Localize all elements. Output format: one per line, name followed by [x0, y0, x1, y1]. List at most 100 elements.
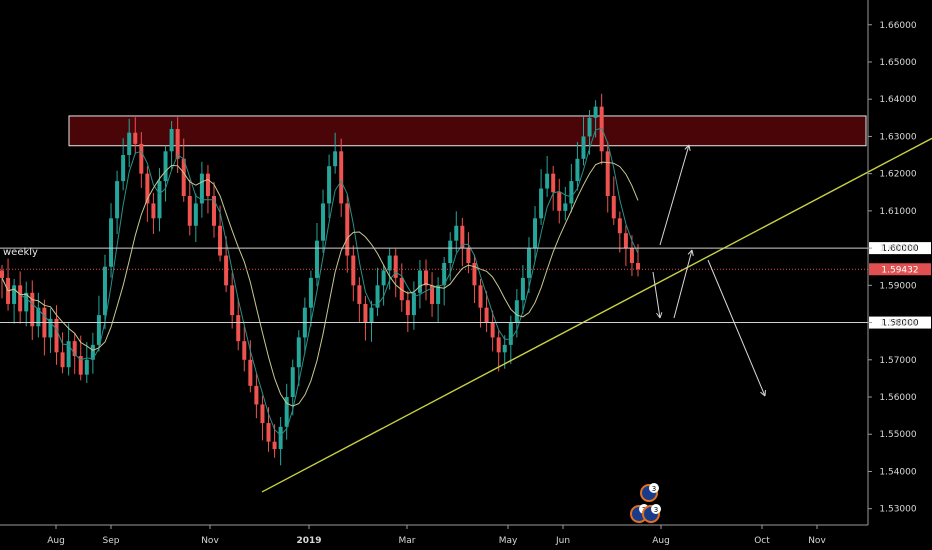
ma-fast-line	[1, 127, 639, 436]
event-count-badge	[649, 483, 659, 493]
candle-body	[417, 270, 422, 293]
x-tick-label: 2019	[296, 536, 321, 546]
arrow-down-breakdown-head	[760, 389, 766, 397]
candle-body	[84, 359, 89, 375]
candle-body	[290, 367, 295, 398]
candle-body	[187, 195, 192, 226]
y-tick-label: 1.66000	[879, 21, 916, 31]
arrow-down-retest-head	[656, 312, 663, 319]
candle-body	[363, 303, 368, 323]
candle-body	[339, 151, 344, 204]
candle-body	[24, 292, 29, 312]
y-tick-label: 1.57000	[879, 356, 916, 366]
timeframe-label: weekly	[3, 247, 38, 258]
event-markers[interactable]: 333	[630, 483, 661, 523]
candle-body	[157, 181, 162, 219]
arrow-down-breakdown	[707, 259, 766, 397]
candle-body	[284, 397, 289, 427]
current-price-label: 1.59432	[881, 265, 918, 275]
candle-body	[520, 277, 525, 301]
y-tick-label: 1.61000	[879, 207, 916, 217]
candle-body	[30, 292, 35, 327]
candle-body	[569, 181, 574, 204]
candle-body	[575, 158, 580, 182]
y-tick-label: 1.56000	[879, 393, 916, 403]
candle-body	[296, 337, 301, 368]
candle-body	[54, 318, 59, 353]
candle-body	[308, 277, 313, 308]
candle-body	[399, 277, 404, 301]
x-tick-label: Aug	[47, 536, 65, 546]
candle-body	[163, 151, 168, 182]
x-tick-label: May	[499, 536, 518, 546]
candle-body	[460, 225, 465, 249]
x-tick-label: Sep	[103, 536, 120, 546]
candle-body	[314, 240, 319, 278]
event-count: 3	[652, 485, 656, 493]
candle-body	[387, 255, 392, 271]
candle-body	[381, 270, 386, 286]
candle-body	[436, 285, 441, 304]
y-tick-label: 1.55000	[879, 430, 916, 440]
candle-body	[514, 300, 519, 323]
y-tick-label: 1.53000	[879, 505, 916, 515]
candle-body	[593, 106, 598, 118]
candle-body	[121, 155, 126, 182]
candle-body	[242, 341, 247, 360]
candle-body	[48, 318, 53, 338]
candle-body	[557, 192, 562, 211]
candle-body	[551, 173, 556, 193]
candle-body	[193, 203, 198, 226]
y-tick-label: 1.54000	[879, 467, 916, 477]
level-price-label: 1.58000	[881, 319, 918, 329]
candle-body	[442, 263, 447, 286]
candle-body	[333, 151, 338, 167]
candle-body	[199, 173, 204, 204]
candle-body	[181, 158, 186, 196]
candle-body	[212, 195, 216, 226]
candle-body	[224, 255, 229, 286]
event-count-badge	[651, 504, 661, 514]
candle-body	[581, 136, 586, 159]
candle-body	[266, 423, 271, 442]
candle-body	[629, 248, 634, 263]
event-marker-lower-2[interactable]: 3	[642, 504, 661, 523]
candle-body	[139, 143, 144, 174]
candle-body	[345, 203, 350, 256]
candle-body	[72, 341, 77, 357]
x-tick-label: Jun	[555, 536, 570, 546]
ma-slow-line	[1, 161, 639, 407]
candle-body	[248, 359, 253, 386]
candle-body	[472, 263, 477, 286]
candle-body	[230, 285, 235, 316]
candle-body	[508, 322, 513, 345]
candle-body	[102, 266, 107, 316]
trend-layer	[261, 137, 932, 493]
candle-body	[563, 203, 568, 211]
event-marker-upper[interactable]: 3	[640, 483, 659, 502]
candle-body	[236, 315, 241, 342]
y-tick-label: 1.58000	[879, 319, 916, 329]
arrow-up-bounce-head	[687, 249, 694, 256]
resistance-zone	[68, 115, 867, 147]
level-price-label: 1.60000	[881, 244, 918, 254]
candle-body	[90, 344, 95, 360]
candle-body	[405, 300, 410, 316]
candle-body	[60, 352, 65, 368]
candle-body	[66, 341, 71, 368]
event-count: 3	[654, 506, 658, 514]
current-price-tag	[869, 263, 931, 276]
candle-body	[127, 132, 132, 156]
x-tick-label: Nov	[201, 536, 219, 546]
candle-body	[454, 225, 459, 241]
arrow-up-breakout-head	[684, 144, 691, 151]
candle-body	[605, 151, 610, 196]
candle-body	[169, 128, 174, 152]
arrow-layer	[652, 144, 766, 397]
y-tick-label: 1.59000	[879, 281, 916, 291]
candle-body	[205, 173, 210, 196]
y-tick-label: 1.60000	[879, 244, 916, 254]
